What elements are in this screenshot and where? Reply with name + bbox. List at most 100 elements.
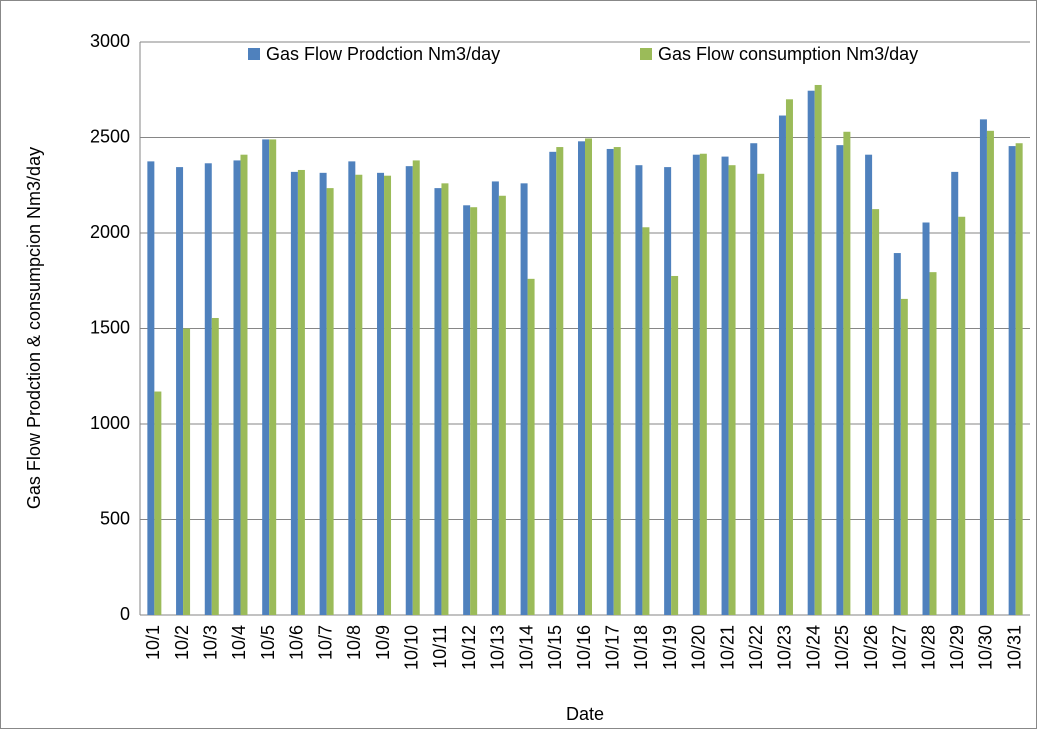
x-tick-label: 10/24 <box>803 625 823 670</box>
x-tick-label: 10/28 <box>918 625 938 670</box>
legend-swatch <box>640 48 652 60</box>
bar <box>355 174 363 615</box>
x-tick-label: 10/6 <box>287 625 307 660</box>
bar <box>721 156 729 615</box>
bar <box>807 90 815 615</box>
bar <box>728 165 736 615</box>
bar <box>929 272 937 615</box>
bar <box>778 115 786 615</box>
x-tick-label: 10/15 <box>545 625 565 670</box>
bar <box>986 130 994 615</box>
bar <box>470 207 478 615</box>
x-axis-title: Date <box>566 704 604 724</box>
bar <box>585 138 592 615</box>
x-tick-label: 10/3 <box>201 625 221 660</box>
bar <box>290 171 298 615</box>
bar <box>520 183 528 615</box>
y-tick-label: 0 <box>120 604 130 624</box>
x-tick-label: 10/19 <box>660 625 680 670</box>
x-tick-label: 10/20 <box>689 625 709 670</box>
x-tick-label: 10/8 <box>344 625 364 660</box>
x-tick-label: 10/27 <box>890 625 910 670</box>
bar <box>326 188 334 616</box>
x-tick-label: 10/11 <box>430 625 450 669</box>
bar <box>951 171 959 615</box>
bar <box>664 167 672 616</box>
legend-label: Gas Flow Prodction Nm3/day <box>266 44 500 64</box>
bar <box>176 167 184 616</box>
y-tick-label: 1000 <box>90 413 130 433</box>
bar <box>491 181 499 615</box>
x-tick-label: 10/14 <box>516 625 536 670</box>
x-tick-label: 10/26 <box>861 625 881 670</box>
bar <box>757 173 765 616</box>
x-tick-label: 10/9 <box>373 625 393 660</box>
legend-swatch <box>248 48 260 60</box>
bar <box>527 278 535 615</box>
x-tick-label: 10/10 <box>401 625 421 670</box>
bar <box>1015 143 1023 616</box>
bar <box>836 145 844 615</box>
bar <box>262 139 270 615</box>
bar <box>900 298 908 615</box>
x-tick-label: 10/25 <box>832 625 852 670</box>
x-tick-label: 10/5 <box>258 625 278 660</box>
bar <box>979 119 987 615</box>
x-tick-label: 10/1 <box>143 625 163 660</box>
bar <box>319 172 327 615</box>
bar <box>348 161 356 615</box>
bar <box>642 227 650 615</box>
legend-label: Gas Flow consumption Nm3/day <box>658 44 918 64</box>
bar <box>606 148 614 615</box>
x-tick-label: 10/2 <box>172 625 192 660</box>
bar <box>872 209 880 615</box>
bar <box>297 169 305 615</box>
x-tick-label: 10/16 <box>574 625 594 670</box>
x-tick-label: 10/7 <box>315 625 335 660</box>
y-tick-label: 2000 <box>90 222 130 242</box>
bar <box>233 160 241 616</box>
y-tick-label: 2500 <box>90 126 130 146</box>
bar <box>814 84 822 616</box>
bar <box>785 99 793 616</box>
x-tick-label: 10/30 <box>976 625 996 670</box>
x-tick-label: 10/17 <box>602 625 622 670</box>
x-tick-label: 10/13 <box>488 625 508 670</box>
y-tick-label: 500 <box>100 508 130 528</box>
bar <box>154 391 162 615</box>
bar <box>750 143 758 616</box>
y-axis-title: Gas Flow Prodction & consumpcion Nm3/day <box>24 147 44 509</box>
bar <box>441 183 449 615</box>
bar <box>412 160 420 616</box>
bar <box>269 139 277 615</box>
bar <box>635 165 643 615</box>
bar <box>922 222 930 615</box>
bar <box>147 161 155 615</box>
bar <box>463 205 471 615</box>
bar <box>865 154 873 615</box>
bar <box>204 163 212 615</box>
bar <box>958 216 966 615</box>
x-tick-label: 10/29 <box>947 625 967 670</box>
bar <box>498 195 506 615</box>
x-tick-label: 10/12 <box>459 625 479 670</box>
bar <box>1008 146 1016 615</box>
x-tick-label: 10/18 <box>631 625 651 670</box>
y-tick-label: 3000 <box>90 31 130 51</box>
x-tick-label: 10/23 <box>775 625 795 670</box>
bar <box>549 151 557 615</box>
bar <box>405 166 413 615</box>
bar <box>384 175 392 615</box>
x-tick-label: 10/21 <box>717 625 737 670</box>
bar <box>211 317 219 615</box>
bar <box>692 154 700 615</box>
bar <box>613 147 621 616</box>
bar <box>240 154 248 615</box>
x-tick-label: 10/4 <box>229 625 249 660</box>
bar <box>377 172 385 615</box>
bar <box>893 253 901 615</box>
bar <box>556 147 564 616</box>
bar <box>843 131 851 615</box>
